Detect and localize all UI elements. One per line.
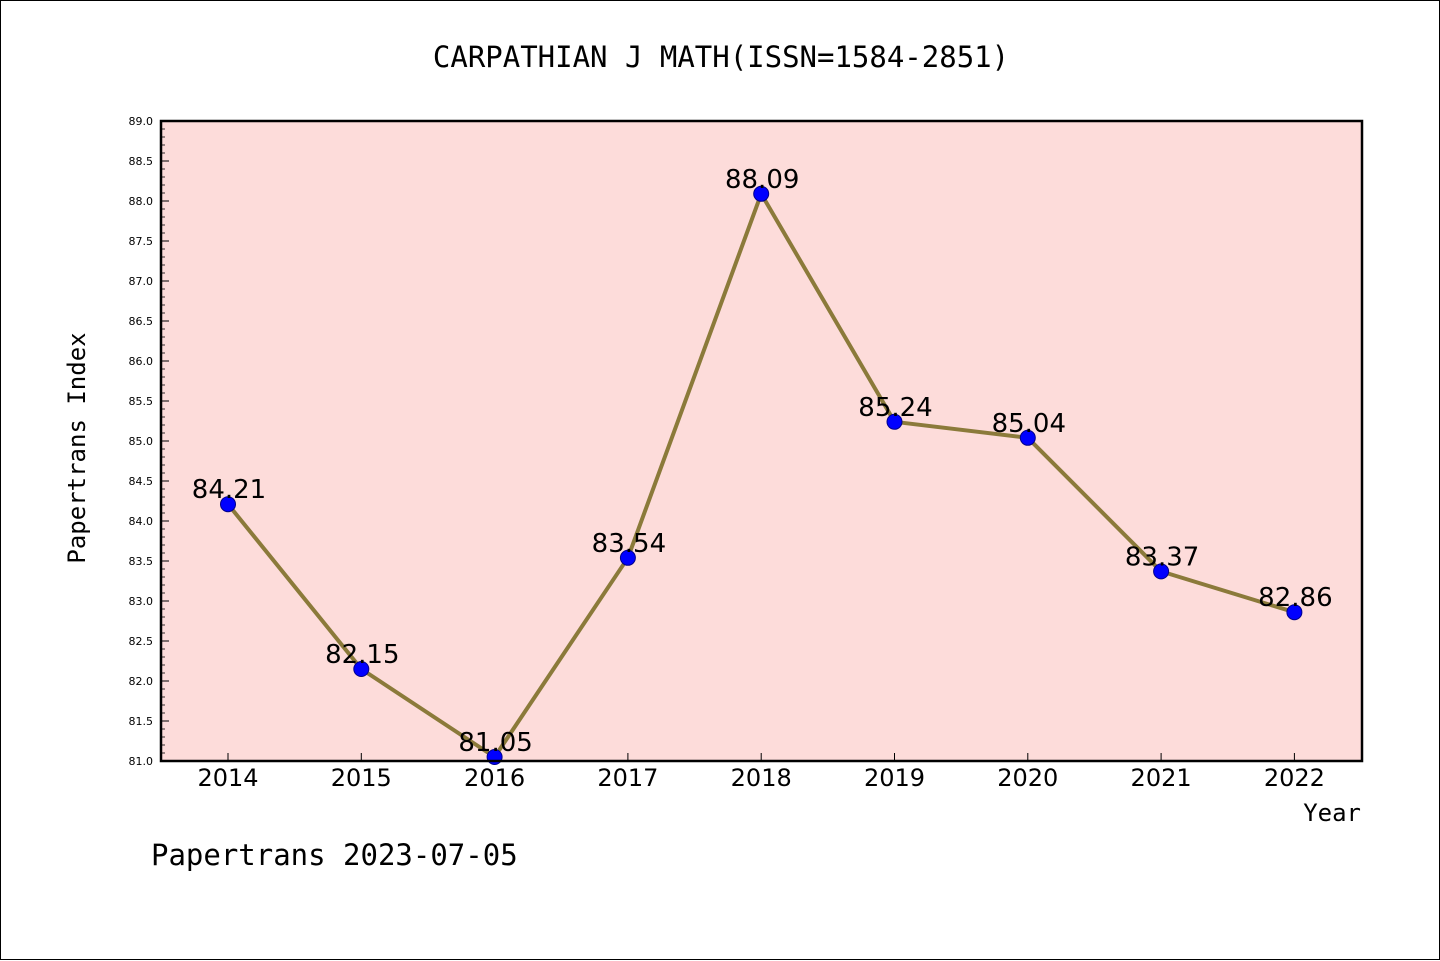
y-axis: 81.0 81.5 82.0 82.5 83.0 83.5 84.0 84.5 85.0 85.5… — [129, 115, 169, 768]
y-tick-label: 87.0 — [129, 275, 154, 288]
x-tick-label: 2016 — [464, 764, 525, 792]
plot-area — [161, 121, 1362, 761]
data-point — [1019, 429, 1036, 446]
chart-title: CARPATHIAN J MATH(ISSN=1584-2851) — [433, 40, 1009, 74]
x-axis-label: Year — [1303, 799, 1361, 827]
x-tick-label: 2019 — [864, 764, 925, 792]
y-axis-label: Papertrans Index — [63, 332, 91, 563]
x-tick-label: 2017 — [597, 764, 658, 792]
data-label: 84.21 — [192, 475, 266, 505]
data-label: 82.86 — [1258, 583, 1332, 613]
y-tick-label: 82.0 — [129, 675, 154, 688]
data-point — [753, 185, 770, 202]
y-tick-label: 81.5 — [129, 715, 154, 728]
y-tick-label: 85.5 — [129, 395, 154, 408]
y-tick-label: 88.0 — [129, 195, 154, 208]
data-point — [353, 661, 370, 677]
x-tick-label: 2022 — [1264, 764, 1325, 792]
y-tick-label: 81.0 — [129, 755, 154, 768]
x-tick-label: 2018 — [731, 764, 792, 792]
data-label: 82.15 — [325, 640, 399, 670]
data-labels: 84.21 82.15 81.05 83.54 88.09 85.24 85.04 83.37… — [192, 165, 1333, 758]
data-label: 85.04 — [992, 409, 1066, 439]
data-label: 81.05 — [458, 728, 532, 758]
y-tick-label: 86.0 — [129, 355, 154, 368]
data-point — [1153, 563, 1170, 580]
data-label: 88.09 — [725, 165, 799, 195]
data-point — [886, 413, 903, 430]
data-label: 85.24 — [858, 393, 932, 423]
plot-border — [159, 119, 1364, 763]
x-tick-label: 2021 — [1131, 764, 1192, 792]
footer-text: Papertrans 2023-07-05 — [151, 838, 518, 872]
data-label: 83.54 — [592, 529, 666, 559]
data-point — [220, 496, 236, 513]
x-tick-label: 2014 — [197, 764, 258, 792]
data-point — [619, 549, 636, 566]
data-point — [1286, 604, 1303, 621]
y-tick-label: 86.5 — [129, 315, 154, 328]
x-tick-label: 2015 — [331, 764, 392, 792]
y-tick-label: 84.5 — [129, 475, 154, 488]
y-tick-label: 83.0 — [129, 595, 154, 608]
y-tick-label: 88.5 — [129, 155, 154, 168]
x-tick-label: 2020 — [997, 764, 1058, 792]
y-tick-label: 85.0 — [129, 435, 154, 448]
y-tick-label: 83.5 — [129, 555, 154, 568]
y-tick-label: 89.0 — [129, 115, 154, 128]
series-markers — [220, 185, 1303, 765]
y-tick-label: 82.5 — [129, 635, 154, 648]
y-tick-label: 87.5 — [129, 235, 154, 248]
y-tick-label: 84.0 — [129, 515, 154, 528]
data-label: 83.37 — [1125, 542, 1199, 572]
